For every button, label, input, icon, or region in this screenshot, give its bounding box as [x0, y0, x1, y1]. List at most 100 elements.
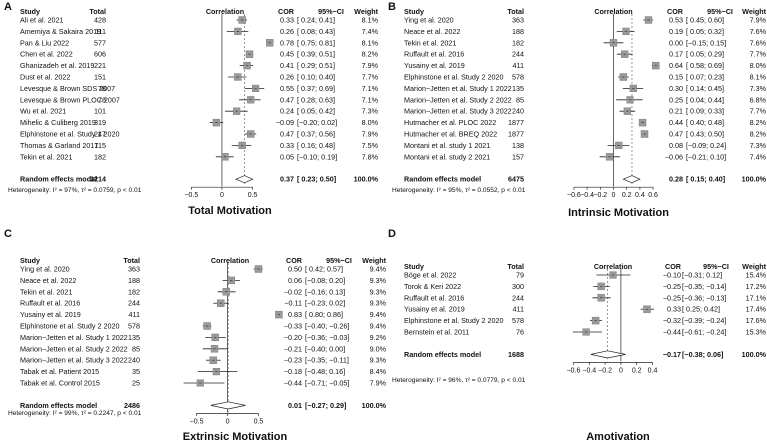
- study-cor: 0.08: [669, 141, 683, 150]
- study-cor: 0.53: [669, 16, 683, 25]
- study-weight: 9.3%: [370, 276, 387, 285]
- study-total: 244: [512, 50, 524, 59]
- x-axis-tick-label: 0.2: [622, 192, 632, 199]
- study-row: Tabak et al. Patient 2015 35 −0.18 [−0.48; …: [20, 367, 387, 376]
- study-name: Levesque & Brown SDS 2007: [20, 84, 115, 93]
- study-cor: −0.44: [663, 328, 681, 337]
- study-row: Marion−Jetten et al. Study 1 2022 135 0.30…: [404, 84, 767, 93]
- header-weight: Weight: [362, 256, 386, 265]
- study-ci-text: [−0.23; 0.02]: [305, 299, 345, 308]
- study-ci-text: [−0.71; −0.05]: [305, 379, 349, 388]
- study-row: Elphinstone et al. Study 2 2020 578 0.15[ …: [404, 73, 767, 82]
- pooled-diamond: [590, 350, 626, 359]
- study-ci-text: [ 0.05; 0.29]: [686, 50, 724, 59]
- study-ci-text: [ 0.80; 0.86]: [305, 310, 343, 319]
- study-total: 115: [95, 141, 106, 150]
- header-correlation: Correlation: [211, 256, 249, 265]
- pooled-weight: 100.0%: [362, 401, 387, 410]
- study-ci-text: [ 0.10; 0.40]: [297, 73, 335, 82]
- study-total: 363: [128, 265, 140, 274]
- study-cor: 0.15: [669, 73, 683, 82]
- header-study: Study: [20, 7, 40, 16]
- study-total: 240: [512, 107, 524, 116]
- study-weight: 7.7%: [750, 50, 767, 59]
- study-row: Yusainy et al. 2019 411 0.83[ 0.80; 0.86] 9…: [20, 310, 387, 319]
- study-total: 363: [512, 16, 524, 25]
- study-cor: −0.10: [663, 271, 681, 280]
- study-row: Torok & Keri 2022 300 −0.25 [−0.35; −0.14] 1…: [404, 282, 767, 291]
- header-weight: Weight: [354, 7, 378, 16]
- study-weight: 8.1%: [750, 73, 767, 82]
- study-weight: 9.3%: [370, 356, 387, 365]
- study-name: Marion−Jetten et al. Study 1 2022: [404, 84, 512, 93]
- header-weight: Weight: [742, 7, 766, 16]
- study-total: 157: [512, 152, 524, 161]
- study-ci-text: [−0.15; 0.15]: [686, 38, 726, 47]
- study-total: 221: [94, 61, 106, 70]
- header-weight: Weight: [742, 262, 766, 271]
- study-ci-text: [−0.40; −0.26]: [305, 322, 349, 331]
- study-total: 138: [512, 141, 524, 150]
- study-weight: 7.1%: [362, 84, 379, 93]
- x-axis-tick-label: 0.5: [248, 192, 258, 199]
- study-name: Elphinstone et al. Study 2 2020: [404, 316, 504, 325]
- study-ci-text: [−0.39; −0.24]: [682, 316, 726, 325]
- study-weight: 8.1%: [362, 38, 379, 47]
- study-cor: 0.55: [280, 84, 294, 93]
- study-total: 319: [94, 118, 106, 127]
- pooled-diamond: [210, 401, 246, 410]
- study-total: 135: [512, 84, 524, 93]
- study-row: Yusainy et al. 2019 411 0.64[ 0.58; 0.69] 8…: [404, 61, 767, 70]
- x-axis-tick-label: 0.2: [632, 367, 642, 374]
- study-name: Montani et al. study 1 2021: [404, 141, 490, 150]
- study-ci-text: [−0.36; −0.03]: [305, 333, 349, 342]
- study-row: Montani et al. study 1 2021 138 0.08 [−0.09…: [404, 141, 767, 150]
- study-total: 247: [94, 130, 106, 139]
- study-cor: −0.18: [284, 367, 302, 376]
- pooled-ci-text: [−0.38; 0.06]: [682, 350, 723, 359]
- study-row: Tabak et al. Control 2015 25 −0.44 [−0.71; …: [20, 379, 387, 388]
- study-name: Yusainy et al. 2019: [404, 61, 465, 70]
- study-name: Marion−Jetten et al. Study 3 2022: [404, 107, 512, 116]
- study-cor: −0.25: [663, 282, 681, 291]
- study-ci-text: [ 0.04; 0.44]: [686, 95, 724, 104]
- study-total: 78: [98, 84, 106, 93]
- study-weight: 9.0%: [370, 344, 387, 353]
- study-weight: 8.4%: [370, 367, 387, 376]
- study-name: Marion−Jetten et al. Study 1 2022: [20, 333, 128, 342]
- study-name: Ruffault et al. 2016: [404, 50, 464, 59]
- pooled-label: Random effects model: [20, 175, 97, 184]
- study-row: Chen et al. 2022 606 0.45[ 0.39; 0.51] 8.2%: [20, 50, 379, 59]
- study-row: Yusainy et al. 2019 411 0.33[ 0.25; 0.42] 1…: [404, 305, 767, 314]
- study-name: Thomas & Garland 2017: [20, 141, 98, 150]
- study-name: Mihelic & Culiberg 2019: [20, 118, 96, 127]
- study-cor: 0.33: [280, 141, 294, 150]
- panel-title: Extrinsic Motivation: [183, 431, 288, 443]
- study-cor: −0.32: [663, 316, 681, 325]
- pooled-diamond: [622, 175, 641, 184]
- study-total: 79: [516, 271, 524, 280]
- study-ci-text: [−0.21; 0.10]: [686, 152, 726, 161]
- study-cor: −0.25: [663, 293, 681, 302]
- study-cor: 0.47: [280, 130, 294, 139]
- study-row: Ali et al. 2021 428 0.33[ 0.24; 0.41] 8.1%: [20, 16, 379, 25]
- study-cor: −0.33: [284, 322, 302, 331]
- study-row: Marion−Jetten et al. Study 2 2022 85 0.25[…: [404, 95, 767, 104]
- study-weight: 8.0%: [750, 61, 767, 70]
- study-name: Tekin et al. 2021: [404, 38, 456, 47]
- study-name: Ying et al. 2020: [20, 265, 70, 274]
- x-axis-tick-label: −0.6: [567, 367, 581, 374]
- study-row: Pan & Liu 2022 577 0.78[ 0.75; 0.81] 8.1%: [20, 38, 379, 47]
- study-name: Ying et al. 2020: [404, 16, 454, 25]
- study-row: Ruffault et al. 2016 244 −0.11 [−0.23; 0.02…: [20, 299, 387, 308]
- header-ci: 95%−CI: [703, 262, 729, 271]
- study-name: Tekin et al. 2021: [20, 287, 72, 296]
- pooled-weight: 100.0%: [742, 350, 767, 359]
- study-ci-text: [ 0.24; 0.41]: [297, 16, 335, 25]
- study-cor: 0.64: [669, 61, 683, 70]
- study-row: Ghanizadeh et al. 2019 221 0.41[ 0.29; 0.5…: [20, 61, 379, 70]
